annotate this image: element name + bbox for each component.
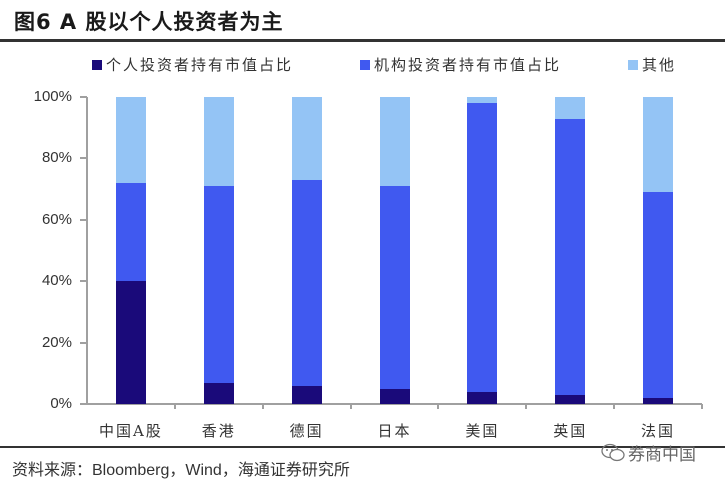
x-tick <box>525 404 528 409</box>
bar-segment-2 <box>555 97 586 119</box>
legend-swatch-institutional <box>360 59 370 70</box>
x-tick <box>261 404 264 409</box>
bar-segment-2 <box>115 97 146 183</box>
x-category-label: 法国 <box>641 422 676 440</box>
y-tick <box>80 96 87 98</box>
legend-item-other: 其他 <box>628 54 676 75</box>
bar-segment-0 <box>643 397 674 404</box>
bar-segment-0 <box>555 394 586 404</box>
x-tick <box>173 404 176 409</box>
bar-segment-0 <box>291 385 322 404</box>
watermark: 券商中国 <box>600 440 696 465</box>
y-tick-label: 0% <box>50 395 72 412</box>
legend-item-individual: 个人投资者持有市值占比 <box>92 54 293 75</box>
bar-3 <box>379 97 410 404</box>
watermark-text: 券商中国 <box>628 445 696 465</box>
legend-swatch-individual <box>92 59 102 70</box>
bar-segment-1 <box>203 186 234 383</box>
chart-legend: 个人投资者持有市值占比 机构投资者持有市值占比 其他 <box>0 54 725 76</box>
y-tick <box>80 218 87 221</box>
bar-segment-0 <box>115 281 146 404</box>
figure-title: 图6 A 股以个人投资者为主 <box>14 10 284 34</box>
x-tick <box>613 404 616 409</box>
bar-4 <box>467 97 498 404</box>
y-tick-label: 60% <box>41 210 72 228</box>
x-category-label: 中国A股 <box>99 422 163 440</box>
bar-segment-1 <box>379 186 410 389</box>
bar-2 <box>291 97 322 404</box>
x-tick <box>437 404 440 409</box>
bar-0 <box>115 97 146 404</box>
y-tick <box>80 157 87 160</box>
y-tick <box>80 341 87 344</box>
bar-6 <box>643 97 674 404</box>
y-tick-label: 80% <box>41 149 72 167</box>
bar-segment-2 <box>643 97 674 193</box>
x-category-label: 美国 <box>465 422 500 440</box>
y-tick <box>80 280 87 283</box>
y-tick <box>80 403 87 405</box>
bar-segment-2 <box>379 97 410 187</box>
bar-segment-1 <box>291 179 322 386</box>
bar-segment-0 <box>379 388 410 404</box>
y-axis <box>86 97 88 405</box>
bar-segment-2 <box>467 97 498 104</box>
x-category-label: 德国 <box>289 422 324 440</box>
x-tick <box>701 404 703 409</box>
legend-label-institutional: 机构投资者持有市值占比 <box>374 56 562 74</box>
x-category-label: 香港 <box>201 422 236 440</box>
bar-segment-2 <box>203 97 234 187</box>
bar-segment-1 <box>555 118 586 395</box>
x-axis <box>86 403 702 405</box>
legend-label-individual: 个人投资者持有市值占比 <box>106 56 294 74</box>
y-tick-label: 100% <box>33 88 72 105</box>
legend-label-other: 其他 <box>642 56 677 74</box>
bar-segment-0 <box>203 382 234 404</box>
legend-swatch-other <box>628 59 638 70</box>
y-tick-label: 40% <box>41 272 72 290</box>
bar-segment-2 <box>291 97 322 180</box>
bar-segment-1 <box>467 103 498 392</box>
source-note: 资料来源：Bloomberg，Wind，海通证券研究所 <box>12 462 350 479</box>
bar-segment-1 <box>115 182 146 282</box>
x-tick <box>349 404 352 409</box>
bottom-divider <box>0 446 725 448</box>
bar-5 <box>555 97 586 404</box>
x-category-label: 日本 <box>377 422 412 440</box>
bar-1 <box>203 97 234 404</box>
bar-segment-0 <box>467 391 498 404</box>
legend-item-institutional: 机构投资者持有市值占比 <box>360 54 561 75</box>
x-category-label: 英国 <box>553 422 588 440</box>
bar-segment-1 <box>643 192 674 398</box>
top-divider <box>0 39 725 42</box>
wechat-icon <box>601 443 625 461</box>
y-tick-label: 20% <box>41 333 72 351</box>
